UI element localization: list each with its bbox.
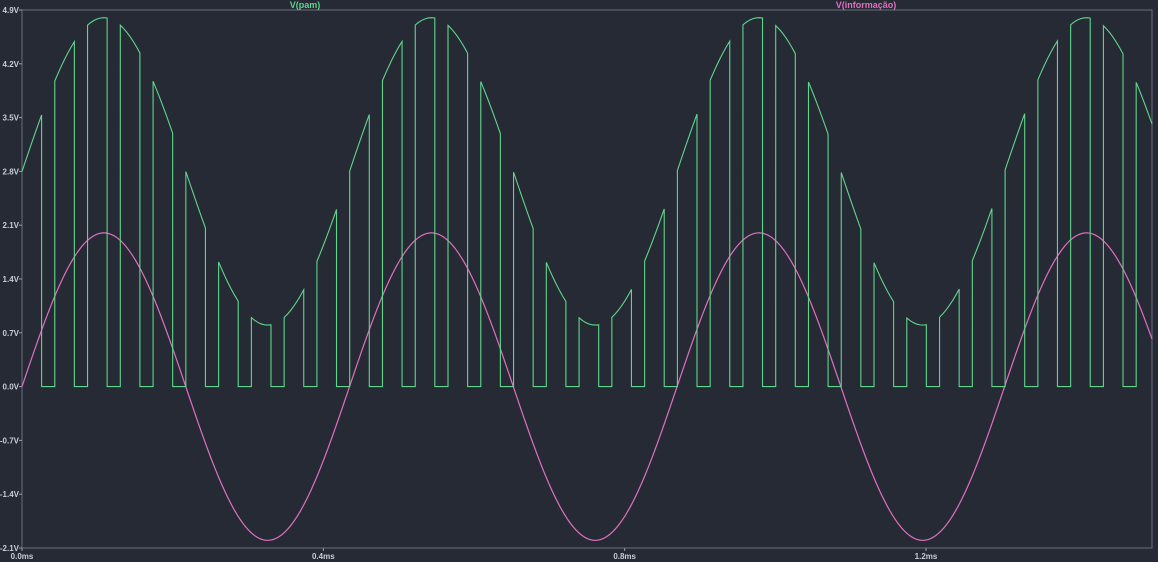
series-layer xyxy=(21,17,1153,541)
y-tick-label: 4.9V xyxy=(3,6,20,15)
axes: 4.9V 4.2V 3.5V 2.8V 2.1V 1.4V 0.7V 0.0V -0.7V -1.… xyxy=(0,6,1153,561)
x-tick-label: 0.8ms xyxy=(613,552,636,561)
x-tick-label: 0.4ms xyxy=(312,552,335,561)
series-line-pam xyxy=(21,17,1153,388)
y-tick-label: 3.5V xyxy=(3,114,20,123)
y-tick-label: 2.1V xyxy=(3,221,20,230)
y-tick-label: 2.8V xyxy=(3,167,20,176)
y-tick-label: 1.4V xyxy=(3,275,20,284)
y-tick-label: 4.2V xyxy=(3,60,20,69)
legend: V(pam) V(informação) xyxy=(290,0,897,10)
legend-entry-informacao: V(informação) xyxy=(836,0,897,10)
legend-entry-pam: V(pam) xyxy=(290,0,321,10)
series-line-informacao xyxy=(21,232,1153,541)
y-tick-label: -1.4V xyxy=(0,490,20,499)
x-tick-label: 1.2ms xyxy=(915,552,938,561)
y-tick-label: 0.7V xyxy=(3,329,20,338)
x-tick-label: 0.0ms xyxy=(11,552,34,561)
y-tick-label: -0.7V xyxy=(0,436,20,445)
y-tick-label: -2.1V xyxy=(0,544,20,553)
y-tick-label: 0.0V xyxy=(3,383,20,392)
